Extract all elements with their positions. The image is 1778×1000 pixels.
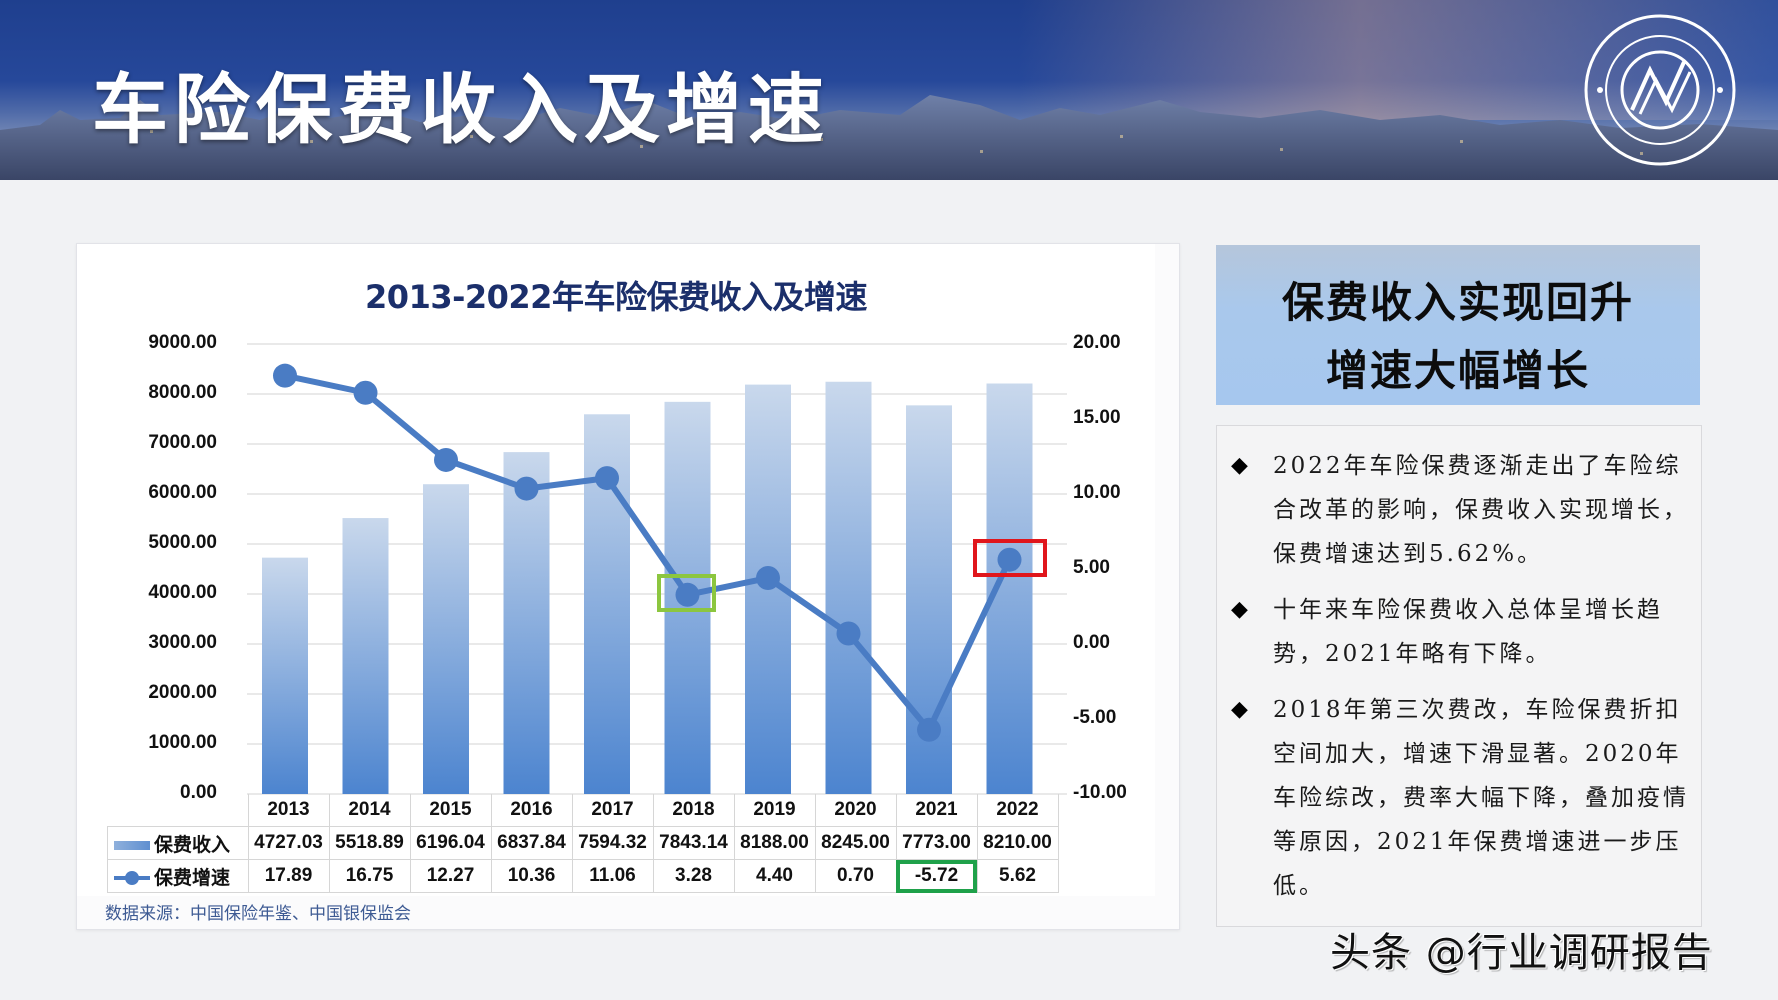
growth-cell: 5.62	[976, 859, 1059, 893]
bullet-item: ◆ 2022年车险保费逐渐走出了车险综合改革的影响，保费收入实现增长，保费增速达…	[1231, 444, 1691, 576]
left-axis-tick: 9000.00	[148, 332, 217, 353]
left-axis-tick: 2000.00	[148, 682, 217, 703]
left-axis-tick: 4000.00	[148, 582, 217, 603]
bar-legend-swatch-icon	[114, 840, 150, 850]
income-cell: 8210.00	[976, 826, 1059, 860]
city-skyline-image	[0, 95, 1778, 180]
right-axis-tick: 20.00	[1073, 332, 1121, 353]
growth-cell: 10.36	[490, 859, 573, 893]
headline-box: 保费收入实现回升 增速大幅增长	[1216, 245, 1700, 405]
year-cell: 2014	[328, 794, 411, 827]
highlight-box-2022	[973, 539, 1047, 577]
year-cell: 2018	[652, 794, 735, 827]
left-axis-tick: 7000.00	[148, 432, 217, 453]
source-watermark: 头条 @行业调研报告	[1330, 930, 1713, 976]
data-source-note: 数据来源：中国保险年鉴、中国银保监会	[105, 904, 411, 924]
year-cell: 2015	[409, 794, 492, 827]
diamond-bullet-icon: ◆	[1231, 453, 1251, 478]
growth-cell: 4.40	[733, 859, 816, 893]
research-center-logo-icon	[1584, 14, 1736, 166]
highlight-box-2018	[657, 574, 716, 612]
table-row-years: 2013 2014 2015 2016 2017 2018 2019 2020 …	[107, 794, 1059, 827]
growth-cell: 0.70	[814, 859, 897, 893]
right-axis-tick: -5.00	[1073, 707, 1117, 728]
income-cell: 7843.14	[652, 826, 735, 860]
chart-panel: 2013-2022年车险保费收入及增速 9000.00 8000.00 7000…	[76, 243, 1180, 930]
right-axis-tick: 5.00	[1073, 557, 1110, 578]
right-axis-tick: 10.00	[1073, 482, 1121, 503]
combo-chart-plot	[247, 343, 1067, 795]
chart-title: 2013-2022年车险保费收入及增速	[365, 278, 867, 316]
year-cell: 2017	[571, 794, 654, 827]
chart-data-table: 2013 2014 2015 2016 2017 2018 2019 2020 …	[107, 794, 1059, 893]
headline-line-2: 增速大幅增长	[1325, 346, 1590, 395]
year-cell: 2013	[247, 794, 330, 827]
table-row-income: 保费收入 4727.03 5518.89 6196.04 6837.84 759…	[107, 826, 1059, 860]
line-legend-marker-icon	[114, 871, 150, 885]
income-cell: 8245.00	[814, 826, 897, 860]
growth-cell: 16.75	[328, 859, 411, 893]
growth-cell: 3.28	[652, 859, 735, 893]
growth-cell: 12.27	[409, 859, 492, 893]
growth-cell: 17.89	[247, 859, 330, 893]
year-cell: 2016	[490, 794, 573, 827]
growth-line	[273, 363, 1022, 742]
header-banner: 车险保费收入及增速	[0, 0, 1778, 180]
income-cell: 7594.32	[571, 826, 654, 860]
key-points-box: ◆ 2022年车险保费逐渐走出了车险综合改革的影响，保费收入实现增长，保费增速达…	[1216, 425, 1702, 927]
chart-area: 2013-2022年车险保费收入及增速 9000.00 8000.00 7000…	[77, 244, 1155, 896]
legend-income: 保费收入	[107, 826, 249, 860]
income-cell: 6837.84	[490, 826, 573, 860]
page-title: 车险保费收入及增速	[92, 65, 830, 154]
diamond-bullet-icon: ◆	[1231, 697, 1251, 722]
year-cell: 2021	[895, 794, 978, 827]
legend-growth: 保费增速	[107, 859, 249, 893]
left-axis-tick: 5000.00	[148, 532, 217, 553]
bullet-item: ◆ 2018年第三次费改，车险保费折扣空间加大，增速下滑显著。2020年车险综改…	[1231, 688, 1691, 908]
diamond-bullet-icon: ◆	[1231, 597, 1251, 622]
left-axis-tick: 3000.00	[148, 632, 217, 653]
headline-line-1: 保费收入实现回升	[1281, 278, 1634, 327]
right-axis-tick: 0.00	[1073, 632, 1110, 653]
bullet-item: ◆ 十年来车险保费收入总体呈增长趋势，2021年略有下降。	[1231, 588, 1691, 676]
year-cell: 2019	[733, 794, 816, 827]
right-axis-tick: 15.00	[1073, 407, 1121, 428]
sky-glow	[1018, 0, 1778, 120]
growth-cell-highlighted: -5.72	[895, 859, 978, 893]
left-axis-tick: 1000.00	[148, 732, 217, 753]
left-axis-tick: 6000.00	[148, 482, 217, 503]
left-axis-tick: 8000.00	[148, 382, 217, 403]
income-cell: 5518.89	[328, 826, 411, 860]
year-cell: 2022	[976, 794, 1059, 827]
income-cell: 8188.00	[733, 826, 816, 860]
right-axis-tick: -10.00	[1073, 782, 1127, 803]
growth-cell: 11.06	[571, 859, 654, 893]
income-cell: 6196.04	[409, 826, 492, 860]
year-cell: 2020	[814, 794, 897, 827]
income-cell: 7773.00	[895, 826, 978, 860]
table-row-growth: 保费增速 17.89 16.75 12.27 10.36 11.06 3.28 …	[107, 859, 1059, 893]
income-cell: 4727.03	[247, 826, 330, 860]
